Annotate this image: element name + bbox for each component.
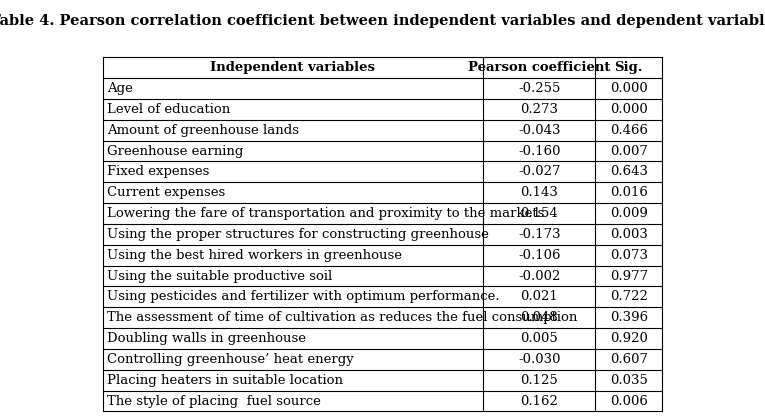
Text: Lowering the fare of transportation and proximity to the markets: Lowering the fare of transportation and …: [107, 207, 545, 220]
Text: 0.607: 0.607: [610, 353, 648, 366]
Text: 0.000: 0.000: [610, 82, 648, 95]
Text: 0.003: 0.003: [610, 228, 648, 241]
Text: -0.027: -0.027: [518, 166, 561, 178]
Text: Using pesticides and fertilizer with optimum performance.: Using pesticides and fertilizer with opt…: [107, 290, 500, 304]
Text: Doubling walls in greenhouse: Doubling walls in greenhouse: [107, 332, 306, 345]
Text: The style of placing  fuel source: The style of placing fuel source: [107, 394, 321, 407]
Text: Using the best hired workers in greenhouse: Using the best hired workers in greenhou…: [107, 249, 402, 262]
Text: Pearson coefficient: Pearson coefficient: [468, 61, 610, 74]
Text: -0.043: -0.043: [518, 124, 561, 137]
Text: Controlling greenhouse’ heat energy: Controlling greenhouse’ heat energy: [107, 353, 354, 366]
Text: 0.977: 0.977: [610, 269, 648, 283]
Text: 0.005: 0.005: [520, 332, 558, 345]
Text: 0.143: 0.143: [520, 186, 558, 199]
Text: Greenhouse earning: Greenhouse earning: [107, 145, 243, 158]
Text: Table 4. Pearson correlation coefficient between independent variables and depen: Table 4. Pearson correlation coefficient…: [0, 14, 765, 28]
Text: 0.048: 0.048: [520, 311, 558, 324]
Text: Fixed expenses: Fixed expenses: [107, 166, 210, 178]
Text: Sig.: Sig.: [614, 61, 643, 74]
Text: Current expenses: Current expenses: [107, 186, 226, 199]
Text: Amount of greenhouse lands: Amount of greenhouse lands: [107, 124, 299, 137]
Text: -0.002: -0.002: [518, 269, 561, 283]
Text: 0.073: 0.073: [610, 249, 648, 262]
Text: 0.396: 0.396: [610, 311, 648, 324]
Text: 0.722: 0.722: [610, 290, 648, 304]
Text: -0.173: -0.173: [518, 228, 561, 241]
Text: Using the suitable productive soil: Using the suitable productive soil: [107, 269, 332, 283]
Text: -0.030: -0.030: [518, 353, 561, 366]
Text: 0.000: 0.000: [610, 103, 648, 116]
Text: Independent variables: Independent variables: [210, 61, 376, 74]
Text: 0.035: 0.035: [610, 374, 648, 387]
Text: 0.273: 0.273: [520, 103, 558, 116]
Text: Using the proper structures for constructing greenhouse: Using the proper structures for construc…: [107, 228, 489, 241]
Text: Placing heaters in suitable location: Placing heaters in suitable location: [107, 374, 343, 387]
Text: Age: Age: [107, 82, 133, 95]
Text: 0.125: 0.125: [520, 374, 558, 387]
Text: 0.920: 0.920: [610, 332, 648, 345]
Text: 0.162: 0.162: [520, 394, 558, 407]
Text: Level of education: Level of education: [107, 103, 230, 116]
Text: 0.021: 0.021: [520, 290, 558, 304]
Text: -0.106: -0.106: [518, 249, 561, 262]
Text: The assessment of time of cultivation as reduces the fuel consumption: The assessment of time of cultivation as…: [107, 311, 578, 324]
Text: 0.007: 0.007: [610, 145, 648, 158]
Text: -0.255: -0.255: [518, 82, 561, 95]
Text: 0.466: 0.466: [610, 124, 648, 137]
Text: 0.006: 0.006: [610, 394, 648, 407]
Text: 0.154: 0.154: [520, 207, 558, 220]
Text: 0.009: 0.009: [610, 207, 648, 220]
Text: -0.160: -0.160: [518, 145, 561, 158]
Text: 0.643: 0.643: [610, 166, 648, 178]
Text: 0.016: 0.016: [610, 186, 648, 199]
